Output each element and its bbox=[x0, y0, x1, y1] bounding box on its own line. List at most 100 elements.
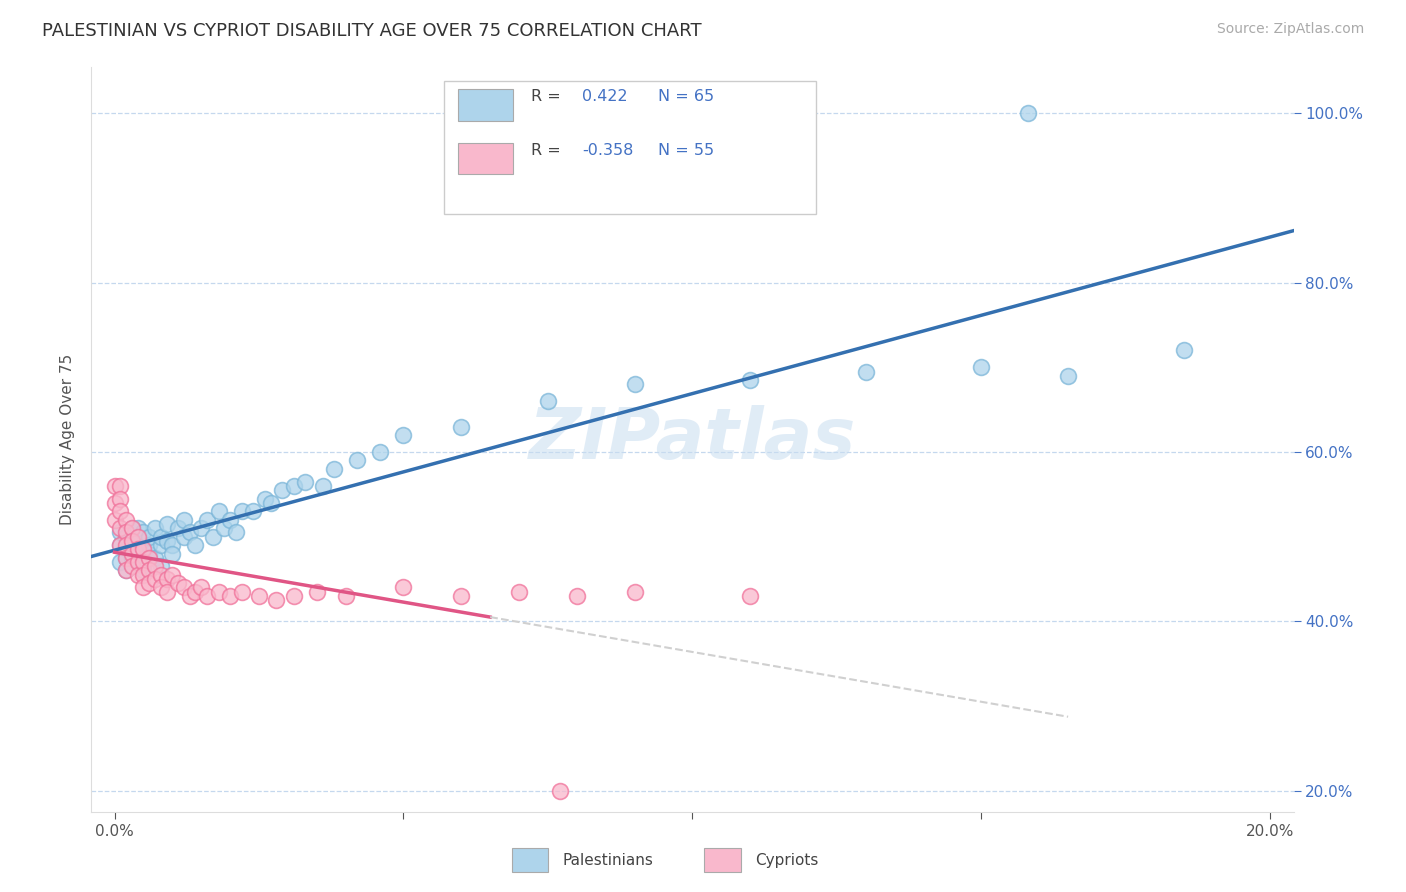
Point bbox=[127, 530, 149, 544]
Point bbox=[115, 542, 138, 557]
Point bbox=[121, 559, 143, 574]
Point bbox=[548, 783, 571, 797]
Point bbox=[214, 521, 236, 535]
Point bbox=[138, 564, 160, 578]
Point bbox=[143, 559, 166, 574]
Point bbox=[121, 521, 143, 535]
FancyBboxPatch shape bbox=[458, 89, 513, 120]
Point bbox=[173, 581, 195, 595]
Point bbox=[143, 572, 166, 586]
Point bbox=[138, 547, 160, 561]
Point bbox=[110, 521, 132, 535]
Point bbox=[121, 559, 143, 574]
Point bbox=[155, 516, 177, 531]
FancyBboxPatch shape bbox=[704, 848, 741, 872]
Point bbox=[103, 496, 125, 510]
Point bbox=[970, 360, 993, 375]
Point bbox=[110, 479, 132, 493]
Point bbox=[121, 533, 143, 548]
Point bbox=[155, 572, 177, 586]
Point bbox=[138, 538, 160, 552]
Point bbox=[623, 584, 645, 599]
Text: PALESTINIAN VS CYPRIOT DISABILITY AGE OVER 75 CORRELATION CHART: PALESTINIAN VS CYPRIOT DISABILITY AGE OV… bbox=[42, 22, 702, 40]
Point bbox=[242, 504, 264, 518]
Point bbox=[323, 462, 346, 476]
Point bbox=[143, 550, 166, 565]
Point bbox=[127, 555, 149, 569]
Point bbox=[132, 559, 155, 574]
Point bbox=[207, 504, 229, 518]
Point bbox=[253, 491, 276, 506]
Point bbox=[1173, 343, 1195, 358]
Point bbox=[1017, 106, 1039, 120]
Point bbox=[132, 542, 155, 557]
Point bbox=[190, 581, 212, 595]
Point bbox=[138, 576, 160, 591]
Text: Palestinians: Palestinians bbox=[562, 853, 654, 868]
Point bbox=[110, 538, 132, 552]
Point bbox=[305, 584, 328, 599]
Point bbox=[162, 567, 184, 582]
Point bbox=[283, 479, 305, 493]
Point bbox=[508, 584, 530, 599]
Point bbox=[127, 530, 149, 544]
FancyBboxPatch shape bbox=[444, 81, 817, 214]
Point bbox=[167, 576, 190, 591]
Point bbox=[247, 589, 270, 603]
Point bbox=[132, 555, 155, 569]
Point bbox=[311, 479, 333, 493]
Point bbox=[162, 547, 184, 561]
Point bbox=[132, 581, 155, 595]
Point bbox=[173, 513, 195, 527]
Point bbox=[231, 504, 253, 518]
Point bbox=[110, 504, 132, 518]
Point bbox=[184, 538, 207, 552]
Point bbox=[450, 589, 472, 603]
Point bbox=[195, 513, 218, 527]
Point bbox=[1057, 368, 1080, 383]
Point bbox=[623, 377, 645, 392]
Point bbox=[450, 419, 472, 434]
Point bbox=[115, 564, 138, 578]
Point bbox=[115, 564, 138, 578]
Point bbox=[219, 513, 242, 527]
Text: N = 65: N = 65 bbox=[658, 89, 714, 104]
Point bbox=[162, 538, 184, 552]
Text: 0.422: 0.422 bbox=[582, 89, 627, 104]
Text: R =: R = bbox=[531, 89, 567, 104]
Point bbox=[149, 581, 172, 595]
Point bbox=[370, 445, 392, 459]
Point bbox=[149, 530, 172, 544]
Point bbox=[132, 542, 155, 557]
Point bbox=[127, 567, 149, 582]
Point bbox=[184, 584, 207, 599]
Point bbox=[565, 589, 588, 603]
Point bbox=[155, 584, 177, 599]
Point bbox=[179, 589, 201, 603]
Point bbox=[132, 567, 155, 582]
Point bbox=[179, 525, 201, 540]
FancyBboxPatch shape bbox=[512, 848, 548, 872]
Point bbox=[132, 550, 155, 565]
Point bbox=[266, 593, 288, 607]
Point bbox=[115, 538, 138, 552]
Point bbox=[219, 589, 242, 603]
Point bbox=[121, 547, 143, 561]
Point bbox=[271, 483, 294, 497]
Point bbox=[294, 475, 316, 489]
Point bbox=[127, 555, 149, 569]
Point bbox=[121, 533, 143, 548]
Point bbox=[110, 491, 132, 506]
Point bbox=[127, 542, 149, 557]
Point bbox=[121, 521, 143, 535]
Point bbox=[115, 550, 138, 565]
Point bbox=[127, 547, 149, 561]
Point bbox=[283, 589, 305, 603]
Point bbox=[190, 521, 212, 535]
Text: N = 55: N = 55 bbox=[658, 143, 714, 158]
Point bbox=[115, 550, 138, 565]
Text: -0.358: -0.358 bbox=[582, 143, 633, 158]
Point bbox=[259, 496, 281, 510]
Y-axis label: Disability Age Over 75: Disability Age Over 75 bbox=[59, 354, 75, 524]
Point bbox=[346, 453, 368, 467]
